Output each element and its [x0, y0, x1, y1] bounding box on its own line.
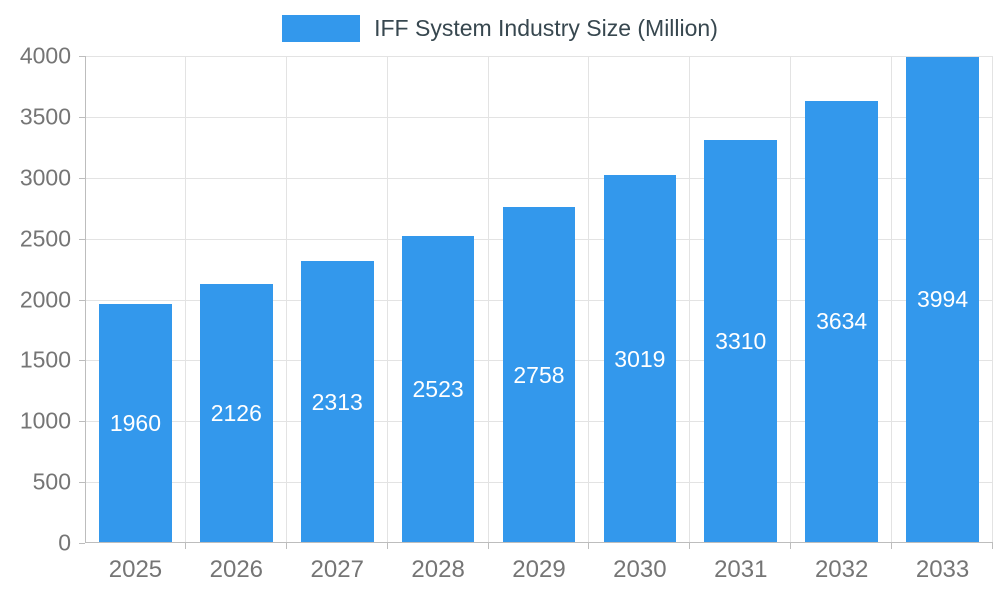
- bar-2027: 2313: [300, 261, 374, 543]
- gridline-vertical: [387, 56, 388, 543]
- x-tick-label: 2026: [209, 556, 264, 583]
- y-tick-label: 1500: [19, 346, 71, 373]
- legend-swatch: [282, 15, 361, 42]
- bar-value-label: 1960: [109, 410, 161, 437]
- chart-title: IFF System Industry Size (Million): [374, 15, 718, 41]
- bar-value-label: 3994: [916, 286, 969, 313]
- x-axis: 2025 2026 2027 2028 2029 2030 2031 2032 2033: [85, 543, 993, 593]
- y-tick-mark: [79, 299, 85, 301]
- bar-value-label: 3310: [715, 328, 767, 354]
- y-tick-label: 2000: [19, 286, 71, 312]
- gridline-vertical: [992, 56, 993, 543]
- x-axis-line: [85, 542, 993, 543]
- y-tick-mark: [79, 421, 85, 423]
- y-tick-label: 3500: [19, 103, 71, 130]
- y-tick-label: 4000: [19, 42, 71, 69]
- x-tick-label: 2030: [613, 556, 667, 583]
- x-tick-label: 2031: [714, 556, 768, 583]
- bar-value-label: 2523: [412, 375, 464, 402]
- gridline-horizontal: [85, 56, 993, 57]
- gridline-horizontal: [85, 177, 993, 179]
- y-tick-label: 2500: [19, 225, 71, 252]
- bar-2028: 2523: [401, 235, 475, 543]
- bar-value-label: 2313: [311, 388, 363, 415]
- x-tick-mark: [185, 543, 186, 549]
- x-tick-mark: [992, 543, 993, 549]
- x-tick-mark: [689, 543, 690, 549]
- bar-value-label: 2758: [513, 361, 565, 388]
- y-tick-label: 3000: [19, 164, 71, 191]
- x-tick-mark: [286, 543, 287, 549]
- bar-2030: 3019: [603, 175, 677, 543]
- x-tick-mark: [790, 543, 791, 549]
- x-tick-label: 2027: [310, 556, 364, 583]
- y-tick-label: 500: [32, 468, 71, 495]
- y-tick-mark: [79, 56, 85, 57]
- bar-value-label: 2126: [210, 400, 262, 427]
- gridline-vertical: [185, 56, 186, 543]
- bar-value-label: 3019: [614, 345, 666, 372]
- x-tick-label: 2033: [915, 556, 970, 583]
- x-tick-label: 2032: [814, 556, 869, 583]
- gridline-vertical: [891, 56, 892, 543]
- y-tick-mark: [79, 116, 85, 118]
- bar-2025: 1960: [99, 304, 172, 543]
- y-axis: 0 500 1000 1500 2000 2500 3000 3500 4000: [0, 43, 85, 556]
- y-tick-mark: [79, 482, 85, 484]
- gridline-vertical: [488, 56, 489, 543]
- x-tick-mark: [891, 543, 892, 549]
- y-tick-mark: [79, 543, 85, 544]
- chart-legend[interactable]: IFF System Industry Size (Million): [0, 15, 1000, 42]
- bar-2033: 3994: [906, 56, 979, 543]
- bar-2029: 2758: [502, 207, 576, 543]
- bar-value-label: 3634: [816, 308, 868, 335]
- gridline-vertical: [286, 56, 287, 543]
- gridline-vertical: [689, 56, 690, 543]
- gridline-horizontal: [85, 116, 993, 118]
- bar-2031: 3310: [704, 140, 778, 543]
- y-tick-mark: [79, 360, 85, 362]
- bar-2032: 3634: [805, 100, 878, 543]
- plot-area: 1960 2126 2313 2523 2758 3019 3310 3634 3994: [85, 56, 993, 543]
- y-axis-line: [85, 56, 86, 543]
- y-tick-label: 1000: [19, 407, 71, 434]
- x-tick-label: 2028: [411, 556, 465, 583]
- x-tick-mark: [488, 543, 489, 549]
- x-tick-mark: [588, 543, 589, 549]
- y-tick-label: 0: [58, 529, 71, 556]
- gridline-vertical: [790, 56, 791, 543]
- x-tick-mark: [387, 543, 388, 549]
- gridline-vertical: [588, 56, 589, 543]
- x-tick-label: 2029: [512, 556, 566, 583]
- y-tick-mark: [79, 238, 85, 240]
- bar-2026: 2126: [200, 284, 273, 543]
- y-tick-mark: [79, 177, 85, 179]
- x-tick-label: 2025: [108, 556, 163, 583]
